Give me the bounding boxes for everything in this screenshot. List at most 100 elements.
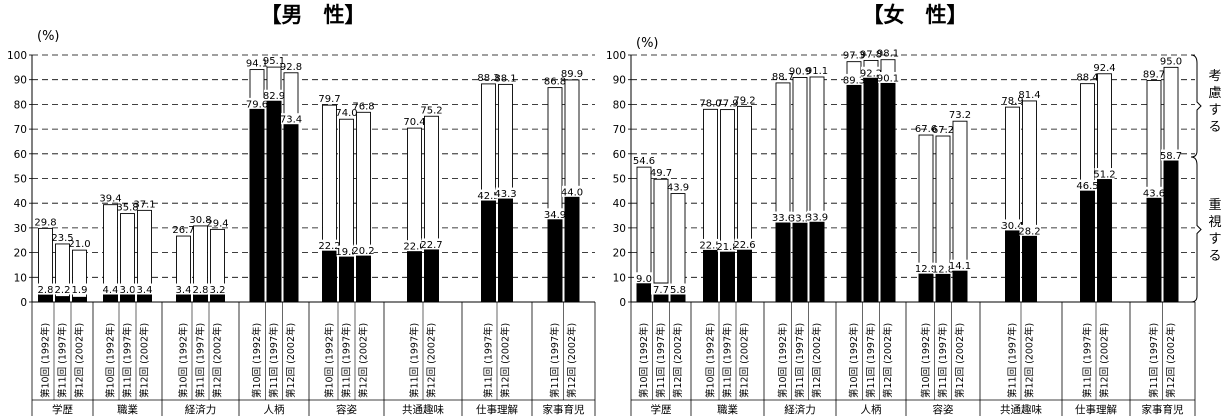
data-label-emphasize: 5.8 xyxy=(670,285,686,296)
x-tick-label: 第12回 (2002年) xyxy=(212,323,224,398)
data-label-consider: 76.8 xyxy=(352,101,374,112)
bar-emphasize xyxy=(846,80,862,303)
data-label-emphasize-bg xyxy=(404,240,425,252)
legend-emphasize-char: す xyxy=(1208,232,1221,247)
category-label: 人柄 xyxy=(264,403,285,416)
data-label-emphasize-bg xyxy=(117,283,138,295)
data-label-consider: 95.1 xyxy=(263,56,285,67)
x-tick-label: 第12回 (2002年) xyxy=(285,323,297,398)
y-tick-label: 60 xyxy=(14,149,27,161)
y-tick-label: 20 xyxy=(14,248,27,260)
data-label-emphasize: 3.4 xyxy=(137,285,153,296)
data-label-emphasize-bg xyxy=(773,211,793,223)
y-tick-label: 30 xyxy=(14,223,27,235)
data-label-emphasize: 21.8 xyxy=(716,242,738,253)
x-tick-label: 第11回 (1997年) xyxy=(794,323,806,398)
category-label: 容姿 xyxy=(336,403,357,416)
data-label-emphasize: 12.9 xyxy=(915,264,937,275)
x-tick-label: 第11回 (1997年) xyxy=(57,323,69,398)
data-label-emphasize: 1.9 xyxy=(72,285,88,296)
bar-emphasize xyxy=(120,294,135,303)
data-label-consider: 54.6 xyxy=(633,156,655,167)
data-label-emphasize: 33.6 xyxy=(772,213,794,224)
x-tick-label: 第12回 (2002年) xyxy=(74,323,86,398)
data-label-emphasize-bg xyxy=(478,189,499,201)
legend-consider-char: 考 xyxy=(1208,69,1221,84)
bar-emphasize xyxy=(72,296,87,303)
data-label-emphasize: 3.0 xyxy=(120,285,136,296)
data-label-consider: 88.3 xyxy=(477,73,499,84)
x-tick-label: 第11回 (1997年) xyxy=(122,323,134,398)
data-label-consider: 90.9 xyxy=(789,66,811,77)
y-tick-label: 70 xyxy=(14,124,27,136)
data-label-emphasize: 12.8 xyxy=(932,264,954,275)
data-label-emphasize: 34.9 xyxy=(544,210,566,221)
y-tick-label: 30 xyxy=(613,223,626,235)
data-label-consider: 98.1 xyxy=(877,49,899,60)
x-tick-label: 第10回 (1992年) xyxy=(638,323,650,398)
x-tick-label: 第11回 (1997年) xyxy=(341,323,353,398)
category-label: 容姿 xyxy=(933,403,954,416)
x-tick-label: 第10回 (1992年) xyxy=(920,323,932,398)
bar-emphasize xyxy=(880,79,896,303)
data-label-consider: 78.9 xyxy=(1001,96,1023,107)
y-tick-label: 10 xyxy=(613,272,626,284)
data-label-emphasize: 4.4 xyxy=(103,285,119,296)
data-label-emphasize: 58.7 xyxy=(1160,151,1182,162)
data-label-emphasize-bg xyxy=(69,283,90,295)
bar-emphasize xyxy=(737,245,752,303)
data-label-consider: 91.1 xyxy=(806,66,828,77)
y-tick-label: 40 xyxy=(613,198,626,210)
y-tick-label: 20 xyxy=(613,248,626,260)
y-tick-label: 80 xyxy=(613,99,626,111)
data-label-consider: 67.2 xyxy=(932,125,954,136)
data-label-emphasize: 7.7 xyxy=(653,285,669,296)
category-label: 経済力 xyxy=(784,403,816,416)
bar-emphasize xyxy=(775,218,791,303)
data-label-consider: 88.4 xyxy=(1076,73,1098,84)
data-label-emphasize-bg xyxy=(173,283,194,295)
data-label-emphasize-bg xyxy=(247,97,267,109)
data-label-emphasize-bg xyxy=(878,71,898,83)
data-label-consider: 89.7 xyxy=(1143,69,1165,80)
data-label-emphasize: 43.3 xyxy=(494,189,516,200)
x-tick-label: 第10回 (1992年) xyxy=(705,323,717,398)
x-tick-label: 第11回 (1997年) xyxy=(268,323,280,398)
data-label-emphasize-bg xyxy=(916,262,936,274)
category-label: 仕事理解 xyxy=(1075,403,1117,416)
category-label: 仕事理解 xyxy=(476,403,518,416)
data-label-emphasize-bg xyxy=(100,283,121,295)
data-label-emphasize-bg xyxy=(950,259,970,271)
x-tick-label: 第11回 (1997年) xyxy=(195,323,207,398)
x-tick-label: 第11回 (1997年) xyxy=(409,323,421,398)
bar-emphasize xyxy=(498,194,513,303)
bar-emphasize xyxy=(424,245,439,303)
x-tick-label: 第11回 (1997年) xyxy=(1082,323,1094,398)
data-label-emphasize-bg xyxy=(35,283,56,295)
x-tick-label: 第10回 (1992年) xyxy=(251,323,263,398)
chart-title: 【女 性】 xyxy=(863,3,968,27)
data-label-consider: 67.6 xyxy=(915,124,937,135)
data-label-consider: 29.4 xyxy=(206,218,228,229)
data-label-emphasize: 90.1 xyxy=(877,73,899,84)
data-label-emphasize-bg xyxy=(264,89,284,101)
data-label-emphasize: 2.2 xyxy=(55,285,71,296)
data-label-consider: 73.2 xyxy=(949,110,971,121)
y-tick-label: 70 xyxy=(613,124,626,136)
bar-emphasize xyxy=(703,245,718,303)
y-tick-label: 90 xyxy=(613,75,626,87)
bar-emphasize xyxy=(564,192,580,303)
data-label-emphasize: 22.6 xyxy=(733,240,755,251)
x-tick-label: 第12回 (2002年) xyxy=(426,323,438,398)
data-label-consider: 26.7 xyxy=(172,225,194,236)
bar-emphasize xyxy=(481,196,496,303)
data-label-emphasize: 3.2 xyxy=(210,285,226,296)
x-tick-label: 第12回 (2002年) xyxy=(672,323,684,398)
x-tick-label: 第11回 (1997年) xyxy=(1007,323,1019,398)
data-label-emphasize: 9.0 xyxy=(636,274,652,285)
x-tick-label: 第11回 (1997年) xyxy=(655,323,667,398)
bar-emphasize xyxy=(952,266,968,303)
bar-emphasize xyxy=(249,104,265,303)
category-label: 人柄 xyxy=(861,403,882,416)
x-tick-label: 第11回 (1997年) xyxy=(549,323,561,398)
